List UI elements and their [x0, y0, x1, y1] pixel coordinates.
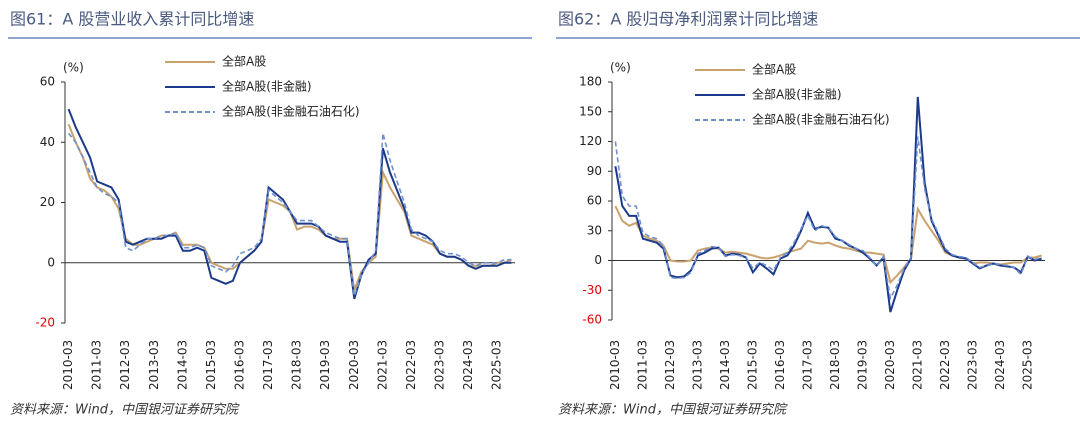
y-tick-label: 60: [40, 75, 55, 89]
x-tick-label: 2025-03: [490, 340, 504, 390]
y-tick-label: 60: [587, 194, 602, 208]
y-tick-label: 20: [40, 195, 55, 209]
source: 资料来源：Wind，中国银河证券研究院: [10, 402, 240, 418]
x-tick-label: 2021-03: [910, 340, 924, 390]
x-tick-label: 2013-03: [147, 340, 161, 390]
x-tick-label: 2020-03: [883, 340, 897, 390]
source: 资料来源：Wind，中国银河证券研究院: [558, 402, 788, 418]
y-tick-label: -60: [582, 313, 602, 327]
x-tick-label: 2024-03: [993, 340, 1007, 390]
x-tick-label: 2018-03: [828, 340, 842, 390]
x-tick-label: 2015-03: [745, 340, 759, 390]
y-tick-label: 0: [47, 255, 55, 269]
y-tick-label: 30: [587, 223, 602, 237]
x-tick-label: 2014-03: [718, 340, 732, 390]
unit-label: (%): [63, 61, 84, 75]
series-line: [67, 108, 512, 300]
y-tick-label: -20: [35, 316, 55, 330]
x-tick-label: 2022-03: [404, 340, 418, 390]
x-tick-label: 2023-03: [965, 340, 979, 390]
x-tick-label: 2017-03: [800, 340, 814, 390]
y-tick-label: 150: [579, 104, 602, 118]
x-tick-label: 2018-03: [290, 340, 304, 390]
x-tick-label: 2024-03: [461, 340, 475, 390]
series-line: [614, 96, 1042, 313]
chart-title: 图62：A 股归母净利润累计同比增速: [558, 10, 818, 29]
legend-label: 全部A股(非金融石油石化): [752, 112, 890, 127]
legend-label: 全部A股(非金融): [222, 79, 312, 94]
y-tick-label: 90: [587, 164, 602, 178]
legend-label: 全部A股: [222, 54, 266, 69]
legend-label: 全部A股(非金融): [752, 87, 842, 102]
x-tick-label: 2015-03: [204, 340, 218, 390]
x-tick-label: 2020-03: [347, 340, 361, 390]
x-tick-label: 2019-03: [855, 340, 869, 390]
y-tick-label: 120: [579, 134, 602, 148]
x-tick-label: 2021-03: [375, 340, 389, 390]
x-tick-label: 2016-03: [773, 340, 787, 390]
x-tick-label: 2011-03: [90, 340, 104, 390]
legend-label: 全部A股: [752, 62, 796, 77]
x-tick-label: 2022-03: [938, 340, 952, 390]
x-tick-label: 2010-03: [61, 340, 75, 390]
series-line: [614, 205, 1042, 285]
y-tick-label: 40: [40, 135, 55, 149]
x-tick-label: 2023-03: [433, 340, 447, 390]
x-tick-label: 2012-03: [118, 340, 132, 390]
x-tick-label: 2016-03: [233, 340, 247, 390]
y-tick-label: -30: [582, 283, 602, 297]
x-tick-label: 2010-03: [608, 340, 622, 390]
x-tick-label: 2025-03: [1020, 340, 1034, 390]
chart-title: 图61：A 股营业收入累计同比增速: [10, 10, 254, 29]
x-tick-label: 2017-03: [261, 340, 275, 390]
unit-label: (%): [610, 61, 631, 75]
legend-label: 全部A股(非金融石油石化): [222, 104, 360, 119]
x-tick-label: 2012-03: [663, 340, 677, 390]
series-line: [67, 132, 512, 297]
y-tick-label: 0: [594, 253, 602, 267]
x-tick-label: 2013-03: [690, 340, 704, 390]
x-tick-label: 2011-03: [635, 340, 649, 390]
y-tick-label: 180: [579, 75, 602, 89]
x-tick-label: 2019-03: [318, 340, 332, 390]
x-tick-label: 2014-03: [175, 340, 189, 390]
series-line: [614, 136, 1042, 301]
series-line: [67, 123, 512, 294]
